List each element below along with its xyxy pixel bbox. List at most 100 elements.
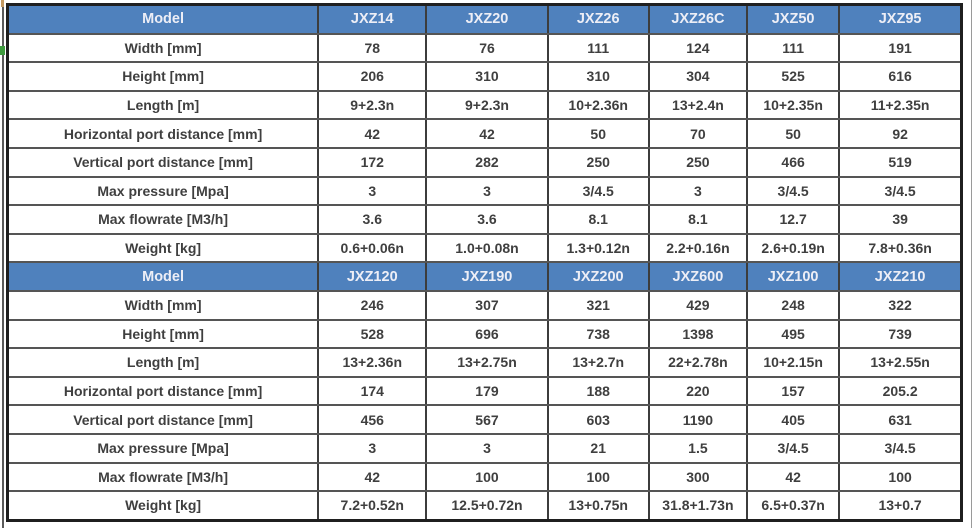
- value-cell: 100: [425, 461, 549, 493]
- value-cell: 13+0.7: [838, 490, 963, 522]
- value-cell: 466: [746, 146, 841, 178]
- value-cell: 405: [746, 404, 841, 435]
- value-cell: 7.8+0.36n: [838, 232, 963, 264]
- table-row: Height [mm] 528 696 738 1398 495 739: [6, 318, 963, 350]
- value-cell: 12.7: [746, 204, 841, 235]
- row-label-cell: Length [m]: [6, 347, 320, 378]
- row-label-cell: Horizontal port distance [mm]: [6, 375, 320, 407]
- model-name-cell: JXZ20: [425, 3, 549, 35]
- model-name-cell: JXZ100: [746, 261, 841, 292]
- value-cell: 248: [746, 289, 841, 321]
- value-cell: 205.2: [838, 375, 963, 407]
- row-label-cell: Horizontal port distance [mm]: [6, 118, 320, 149]
- value-cell: 2.2+0.16n: [647, 232, 749, 264]
- value-cell: 3/4.5: [838, 432, 963, 464]
- value-cell: 528: [317, 318, 428, 350]
- model-name-cell: JXZ600: [647, 261, 749, 292]
- value-cell: 22+2.78n: [647, 347, 749, 378]
- value-cell: 157: [746, 375, 841, 407]
- value-cell: 3: [425, 175, 549, 207]
- value-cell: 50: [746, 118, 841, 149]
- value-cell: 13+0.75n: [546, 490, 650, 522]
- value-cell: 456: [317, 404, 428, 435]
- value-cell: 188: [546, 375, 650, 407]
- value-cell: 10+2.35n: [746, 89, 841, 121]
- value-cell: 3/4.5: [746, 432, 841, 464]
- value-cell: 31.8+1.73n: [647, 490, 749, 522]
- row-label-cell: Width [mm]: [6, 32, 320, 64]
- model-name-cell: JXZ190: [425, 261, 549, 292]
- value-cell: 172: [317, 146, 428, 178]
- table-row: Width [mm] 78 76 111 124 111 191: [6, 32, 963, 64]
- value-cell: 2.6+0.19n: [746, 232, 841, 264]
- value-cell: 92: [838, 118, 963, 149]
- table-row: Length [m] 9+2.3n 9+2.3n 10+2.36n 13+2.4…: [6, 89, 963, 121]
- value-cell: 13+2.75n: [425, 347, 549, 378]
- row-label-cell: Length [m]: [6, 89, 320, 121]
- value-cell: 220: [647, 375, 749, 407]
- value-cell: 174: [317, 375, 428, 407]
- model-header-cell: Model: [6, 261, 320, 292]
- value-cell: 0.6+0.06n: [317, 232, 428, 264]
- table-row: Max pressure [Mpa] 3 3 3/4.5 3 3/4.5 3/4…: [6, 175, 963, 207]
- value-cell: 9+2.3n: [317, 89, 428, 121]
- value-cell: 7.2+0.52n: [317, 490, 428, 522]
- value-cell: 616: [838, 61, 963, 92]
- value-cell: 1398: [647, 318, 749, 350]
- row-label-cell: Max pressure [Mpa]: [6, 432, 320, 464]
- value-cell: 246: [317, 289, 428, 321]
- value-cell: 304: [647, 61, 749, 92]
- value-cell: 179: [425, 375, 549, 407]
- value-cell: 42: [317, 461, 428, 493]
- value-cell: 3/4.5: [838, 175, 963, 207]
- model-header-row: Model JXZ14 JXZ20 JXZ26 JXZ26C JXZ50 JXZ…: [6, 3, 963, 35]
- table-row: Horizontal port distance [mm] 174 179 18…: [6, 375, 963, 407]
- model-header-row: Model JXZ120 JXZ190 JXZ200 JXZ600 JXZ100…: [6, 261, 963, 292]
- value-cell: 429: [647, 289, 749, 321]
- value-cell: 307: [425, 289, 549, 321]
- value-cell: 42: [746, 461, 841, 493]
- model-name-cell: JXZ50: [746, 3, 841, 35]
- value-cell: 1.5: [647, 432, 749, 464]
- value-cell: 3: [317, 175, 428, 207]
- value-cell: 567: [425, 404, 549, 435]
- value-cell: 10+2.15n: [746, 347, 841, 378]
- model-name-cell: JXZ210: [838, 261, 963, 292]
- value-cell: 631: [838, 404, 963, 435]
- value-cell: 250: [546, 146, 650, 178]
- value-cell: 282: [425, 146, 549, 178]
- value-cell: 42: [425, 118, 549, 149]
- row-label-cell: Max flowrate [M3/h]: [6, 461, 320, 493]
- value-cell: 1.0+0.08n: [425, 232, 549, 264]
- model-name-cell: JXZ26C: [647, 3, 749, 35]
- value-cell: 6.5+0.37n: [746, 490, 841, 522]
- table-row: Horizontal port distance [mm] 42 42 50 7…: [6, 118, 963, 149]
- value-cell: 42: [317, 118, 428, 149]
- value-cell: 76: [425, 32, 549, 64]
- model-header-cell: Model: [6, 3, 320, 35]
- value-cell: 124: [647, 32, 749, 64]
- value-cell: 3/4.5: [546, 175, 650, 207]
- row-label-cell: Height [mm]: [6, 318, 320, 350]
- table-row: Weight [kg] 0.6+0.06n 1.0+0.08n 1.3+0.12…: [6, 232, 963, 264]
- value-cell: 111: [546, 32, 650, 64]
- model-name-cell: JXZ120: [317, 261, 428, 292]
- value-cell: 13+2.4n: [647, 89, 749, 121]
- value-cell: 603: [546, 404, 650, 435]
- section-2: Model JXZ120 JXZ190 JXZ200 JXZ600 JXZ100…: [6, 261, 963, 522]
- value-cell: 11+2.35n: [838, 89, 963, 121]
- row-label-cell: Weight [kg]: [6, 232, 320, 264]
- value-cell: 78: [317, 32, 428, 64]
- table-row: Max flowrate [M3/h] 3.6 3.6 8.1 8.1 12.7…: [6, 204, 963, 235]
- value-cell: 9+2.3n: [425, 89, 549, 121]
- value-cell: 322: [838, 289, 963, 321]
- value-cell: 39: [838, 204, 963, 235]
- value-cell: 100: [838, 461, 963, 493]
- value-cell: 3/4.5: [746, 175, 841, 207]
- value-cell: 3.6: [317, 204, 428, 235]
- model-name-cell: JXZ200: [546, 261, 650, 292]
- table-row: Max flowrate [M3/h] 42 100 100 300 42 10…: [6, 461, 963, 493]
- row-label-cell: Width [mm]: [6, 289, 320, 321]
- value-cell: 738: [546, 318, 650, 350]
